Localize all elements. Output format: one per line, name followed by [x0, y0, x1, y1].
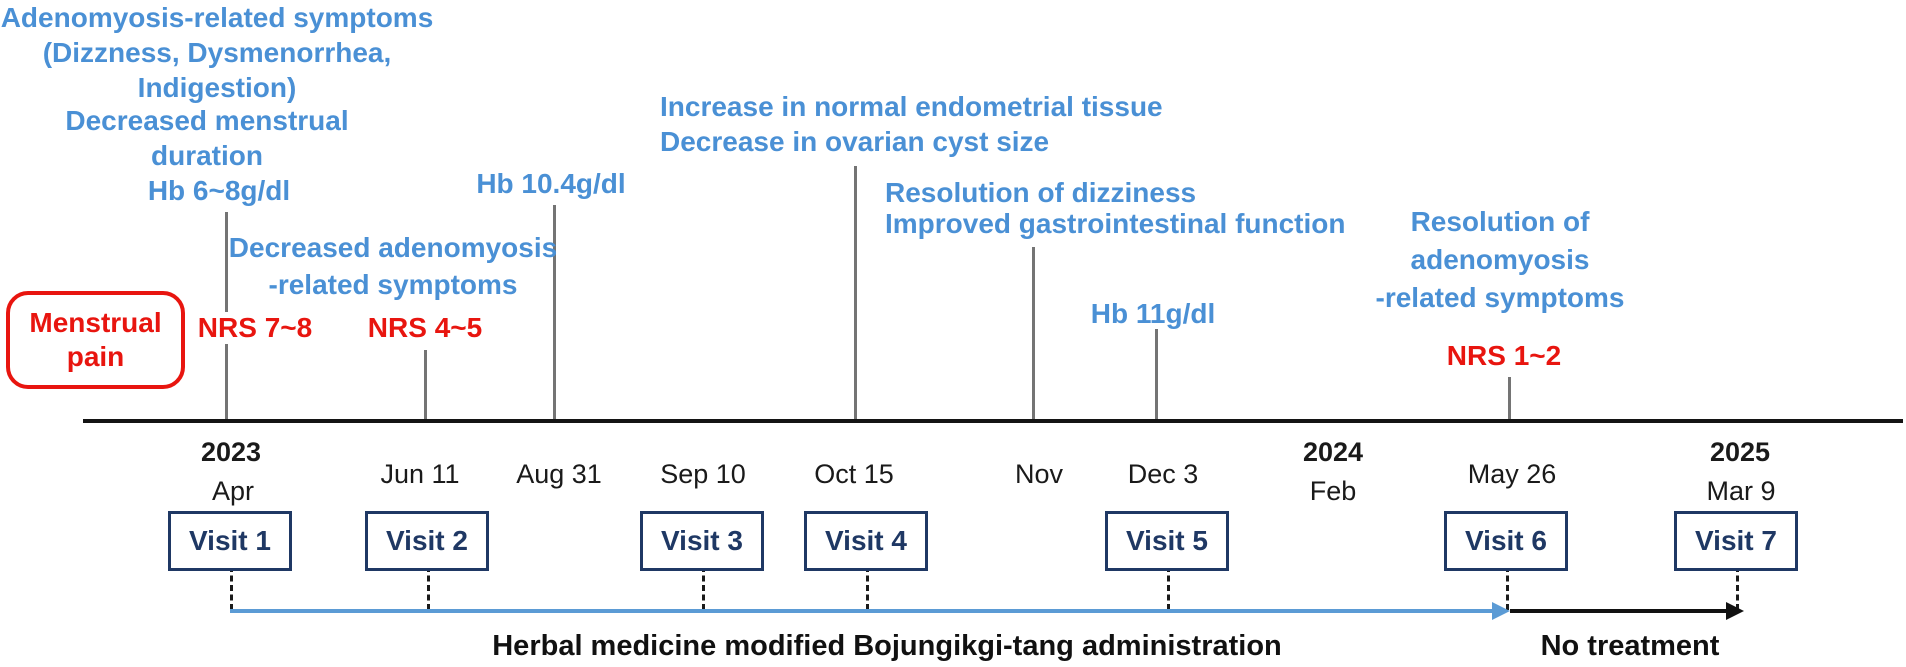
tick-line-dec3: [1155, 329, 1158, 421]
annotation-endometrial: Increase in normal endometrial tissue De…: [660, 89, 1163, 159]
annotation-line: Decreased menstrual: [65, 105, 349, 136]
annotation-line: (Dizzness, Dysmenorrhea,: [42, 37, 392, 68]
visit-1-box: Visit 1: [168, 511, 292, 571]
annotation-resolution-symptoms: Resolution of adenomyosis -related sympt…: [1376, 203, 1625, 317]
annotation-line: -related symptoms: [1375, 282, 1625, 313]
timeline-axis: [83, 419, 1903, 423]
visit-2-connector: [427, 566, 430, 610]
nrs-score-visit2: NRS 4~5: [367, 312, 483, 343]
annotation-hb-visit1: Hb 6~8g/dl: [147, 175, 291, 206]
date-year-2023: 2023: [200, 437, 262, 467]
date-dec-3: Dec 3: [1127, 459, 1199, 489]
annotation-line: adenomyosis: [1410, 244, 1590, 275]
annotation-line: duration: [150, 140, 263, 171]
annotation-line: Improved gastrointestinal function: [885, 208, 1346, 239]
visit-7-connector: [1736, 566, 1739, 610]
visit-3-connector: [702, 566, 705, 610]
annotation-decreased-symptoms: Decreased adenomyosis -related symptoms: [229, 229, 557, 303]
annotation-hb-dec3: Hb 11g/dl: [1090, 298, 1216, 329]
date-oct-15: Oct 15: [814, 459, 894, 489]
menstrual-pain-label-box: Menstrual pain: [6, 291, 185, 389]
visit-5-box: Visit 5: [1105, 511, 1229, 571]
visit-5-connector: [1167, 566, 1170, 610]
annotation-line: Resolution of: [1410, 206, 1590, 237]
date-feb: Feb: [1309, 476, 1357, 506]
tick-line-may26: [1508, 377, 1511, 421]
visit-1-connector: [230, 566, 233, 610]
annotation-line: Decrease in ovarian cyst size: [660, 126, 1050, 157]
annotation-dizziness: Resolution of dizziness Improved gastroi…: [885, 177, 1345, 239]
annotation-adenomyosis-symptoms: Adenomyosis-related symptoms (Dizzness, …: [1, 0, 434, 105]
no-treatment-arrowhead-icon: [1726, 602, 1744, 620]
nrs-score-visit1: NRS 7~8: [191, 312, 319, 344]
no-treatment-label: No treatment: [1540, 630, 1720, 662]
annotation-line: Decreased adenomyosis: [228, 232, 558, 263]
visit-4-connector: [866, 566, 869, 610]
visit-2-box: Visit 2: [365, 511, 489, 571]
visit-6-box: Visit 6: [1444, 511, 1568, 571]
visit-7-box: Visit 7: [1674, 511, 1798, 571]
annotation-line: Adenomyosis-related symptoms: [0, 2, 434, 33]
visit-4-box: Visit 4: [804, 511, 928, 571]
date-jun-11: Jun 11: [380, 459, 460, 489]
tick-line-aug31: [553, 205, 556, 421]
herbal-treatment-label: Herbal medicine modified Bojungikgi-tang…: [492, 630, 1282, 662]
tick-line-jun11: [424, 350, 427, 421]
nrs-score-visit6: NRS 1~2: [1446, 340, 1562, 371]
annotation-hb-aug31: Hb 10.4g/dl: [476, 168, 626, 199]
visit-3-box: Visit 3: [640, 511, 764, 571]
date-year-2025: 2025: [1709, 437, 1771, 467]
annotation-line: Indigestion): [137, 72, 297, 103]
date-sep-10: Sep 10: [660, 459, 746, 489]
tick-line-nov: [1032, 247, 1035, 421]
herbal-treatment-arrow: [230, 609, 1492, 613]
annotation-line: Resolution of dizziness: [885, 177, 1197, 208]
date-apr: Apr: [211, 476, 255, 506]
date-mar-9: Mar 9: [1706, 476, 1776, 506]
date-may-26: May 26: [1467, 459, 1557, 489]
date-nov: Nov: [1014, 459, 1064, 489]
tick-line-oct15: [854, 166, 857, 421]
pain-box-line: pain: [66, 341, 125, 372]
annotation-line: Increase in normal endometrial tissue: [660, 91, 1163, 122]
no-treatment-arrow: [1510, 609, 1726, 613]
herbal-treatment-arrowhead-icon: [1492, 602, 1510, 620]
annotation-menstrual-duration: Decreased menstrual duration: [65, 103, 348, 173]
annotation-line: -related symptoms: [268, 269, 518, 300]
date-year-2024: 2024: [1302, 437, 1364, 467]
pain-box-line: Menstrual: [29, 307, 162, 338]
visit-6-connector: [1506, 566, 1509, 610]
date-aug-31: Aug 31: [516, 459, 602, 489]
